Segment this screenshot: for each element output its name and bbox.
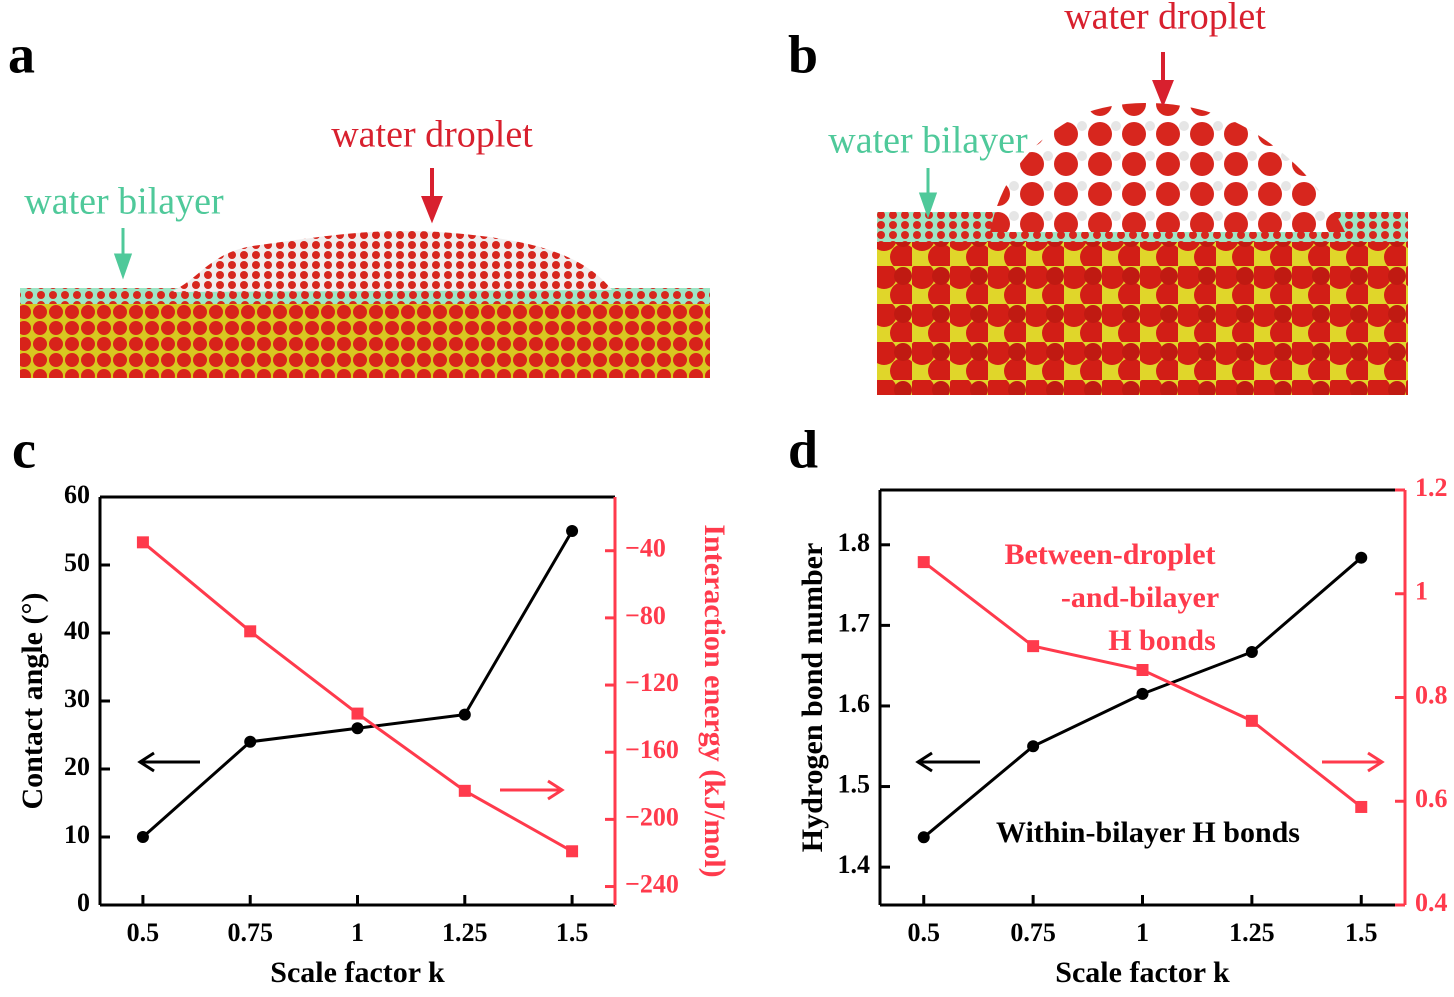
marker [1136, 687, 1149, 700]
arrow [918, 168, 938, 219]
y2-tick-label: 0.8 [1415, 680, 1448, 709]
arrow [915, 751, 980, 773]
y2-tick-label: 0.4 [1415, 888, 1448, 917]
y-tick-label: 20 [64, 752, 90, 781]
marker [1355, 551, 1368, 564]
marker [244, 735, 257, 748]
x-tick-label: 1.25 [442, 918, 488, 947]
y2-tick-label: −160 [625, 735, 679, 764]
marker [1245, 645, 1258, 658]
annotation: -and-bilayer [1061, 581, 1219, 614]
y2-tick-label: 1.2 [1415, 473, 1448, 502]
bilayer [20, 288, 710, 304]
y-tick-label: 1.5 [838, 770, 871, 799]
x-tick-label: 1.5 [556, 918, 589, 947]
y2-tick-label: −120 [625, 668, 679, 697]
annotation: Between-droplet [1004, 538, 1215, 571]
droplet-label: water droplet [1064, 0, 1266, 38]
marker [458, 708, 471, 721]
x-tick-label: 0.5 [127, 918, 160, 947]
x-tick-label: 1.25 [1229, 918, 1275, 947]
panel-label: b [788, 24, 818, 84]
y-tick-label: 30 [64, 684, 90, 713]
marker [917, 556, 930, 569]
marker [566, 525, 579, 537]
bilayer-label: water bilayer [828, 120, 1028, 162]
marker [1355, 800, 1368, 813]
x-tick-label: 0.75 [227, 918, 273, 947]
substrate [20, 302, 710, 378]
marker [917, 831, 930, 844]
x-tick-label: 0.75 [1010, 918, 1056, 947]
y-tick-label: 60 [64, 480, 90, 509]
marker [1027, 640, 1040, 653]
x-axis-label: Scale factor k [270, 956, 445, 989]
marker [351, 722, 364, 735]
arrow [421, 168, 443, 224]
marker [136, 831, 149, 843]
marker [1027, 740, 1040, 753]
x-tick-label: 1.5 [1345, 918, 1378, 947]
y-tick-label: 1.6 [838, 689, 871, 718]
y-tick-label: 1.8 [838, 528, 871, 557]
marker [351, 707, 364, 720]
y-tick-label: 50 [64, 548, 90, 577]
arrow [1322, 751, 1385, 773]
y2-tick-label: 0.6 [1415, 784, 1448, 813]
marker [1136, 664, 1149, 677]
marker [566, 845, 579, 858]
x-tick-label: 1 [351, 918, 364, 947]
x-tick-label: 1 [1136, 918, 1149, 947]
marker [1245, 714, 1258, 727]
panel-label: a [8, 24, 35, 84]
annotation: Within-bilayer H bonds [996, 816, 1300, 849]
y-axis-label: Contact angle (°) [16, 593, 49, 810]
y2-tick-label: −240 [625, 869, 679, 898]
arrow [1152, 52, 1174, 108]
y2-tick-label: −200 [625, 802, 679, 831]
droplet [990, 103, 1345, 232]
arrow [113, 228, 133, 280]
x-axis-label: Scale factor k [1055, 956, 1230, 989]
y2-axis-label: Interaction energy (kJ/mol) [698, 524, 731, 877]
droplet-label: water droplet [331, 114, 533, 156]
y2-tick-label: −80 [625, 601, 666, 630]
marker [136, 536, 149, 549]
x-tick-label: 0.5 [908, 918, 941, 947]
series-line [141, 541, 573, 853]
y-tick-label: 0 [77, 888, 90, 917]
panel-label: c [12, 419, 36, 479]
y-tick-label: 40 [64, 616, 90, 645]
y-axis-label: Hydrogen bond number [796, 543, 829, 853]
y-tick-label: 10 [64, 820, 90, 849]
substrate [877, 238, 1408, 395]
droplet [170, 230, 612, 292]
marker [458, 784, 471, 797]
y2-tick-label: −40 [625, 534, 666, 563]
arrow [500, 779, 565, 801]
y2-tick-label: 1 [1415, 577, 1428, 606]
y-tick-label: 1.4 [838, 850, 871, 879]
bilayer-label: water bilayer [24, 181, 224, 223]
panel-label: d [788, 419, 818, 479]
annotation: H bonds [1108, 624, 1216, 657]
y-tick-label: 1.7 [838, 608, 871, 637]
arrow [137, 751, 200, 773]
marker [244, 625, 257, 638]
